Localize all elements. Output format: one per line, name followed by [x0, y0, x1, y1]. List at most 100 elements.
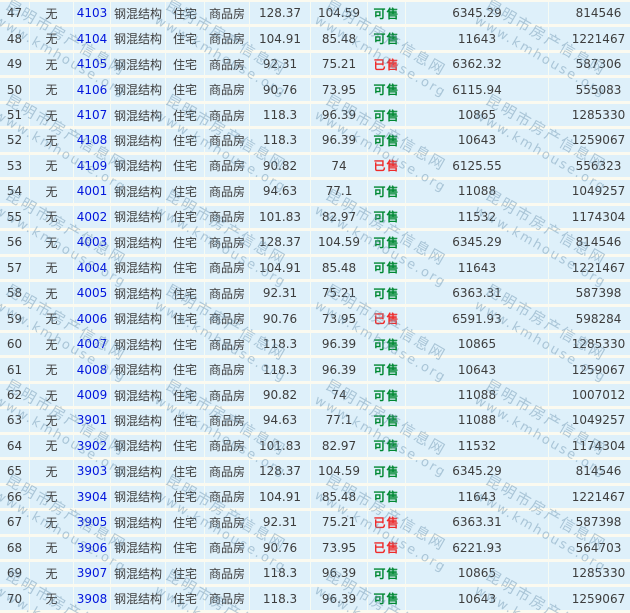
- orientation-cell: 无: [30, 485, 74, 509]
- structure-cell: 钢混结构: [111, 307, 166, 330]
- built-area-cell: 101.83: [250, 205, 311, 229]
- structure-cell: 钢混结构: [111, 205, 166, 229]
- row-number-cell: 59: [0, 307, 30, 330]
- type-cell: 商品房: [205, 332, 250, 356]
- room-number-link[interactable]: 4103: [74, 2, 111, 25]
- room-number-link[interactable]: 4004: [74, 256, 111, 279]
- table-row: 69 无 3907 钢混结构 住宅 商品房 118.3 96.39 可售 10865 1285330: [0, 561, 630, 588]
- room-number-link[interactable]: 4106: [74, 78, 111, 101]
- row-number-cell: 49: [0, 52, 30, 76]
- purpose-cell: 住宅: [166, 129, 205, 152]
- inner-area-cell: 75.21: [311, 281, 368, 305]
- table-row: 66 无 3904 钢混结构 住宅 商品房 104.91 85.48 可售 11643 122146…: [0, 485, 630, 512]
- table-row: 56 无 4003 钢混结构 住宅 商品房 128.37 104.59 可售 6345.29 814…: [0, 231, 630, 257]
- room-number-link[interactable]: 4006: [74, 307, 111, 330]
- unit-price-cell: 11643: [406, 27, 549, 50]
- room-number-link[interactable]: 3908: [74, 587, 111, 610]
- built-area-cell: 118.3: [250, 129, 311, 152]
- room-number-link[interactable]: 4108: [74, 129, 111, 152]
- type-cell: 商品房: [205, 129, 250, 152]
- row-number-cell: 54: [0, 180, 30, 203]
- purpose-cell: 住宅: [166, 307, 205, 330]
- total-price-cell: 814546: [575, 6, 622, 21]
- type-cell: 商品房: [205, 409, 250, 432]
- purpose-cell: 住宅: [166, 78, 205, 101]
- row-number-cell: 58: [0, 281, 30, 305]
- type-cell: 商品房: [205, 358, 250, 381]
- row-number-cell: 60: [0, 332, 30, 356]
- total-price-cell: 587398: [575, 286, 622, 301]
- type-cell: 商品房: [205, 205, 250, 229]
- total-price-cell: 814546: [575, 464, 622, 479]
- total-price-cell: 1221467: [571, 260, 626, 275]
- type-cell: 商品房: [205, 307, 250, 330]
- room-number-link[interactable]: 3906: [74, 536, 111, 559]
- row-number-cell: 67: [0, 511, 30, 534]
- room-number-link[interactable]: 4009: [74, 383, 111, 407]
- room-number-link[interactable]: 4107: [74, 103, 111, 127]
- room-number-link[interactable]: 4109: [74, 154, 111, 178]
- total-price-cell: 598284: [575, 311, 622, 326]
- orientation-cell: 无: [30, 358, 74, 381]
- total-price-cell: 1007012: [571, 388, 626, 403]
- unit-price-cell: 10643: [406, 358, 549, 381]
- room-number-link[interactable]: 4001: [74, 180, 111, 203]
- purpose-cell: 住宅: [166, 180, 205, 203]
- built-area-cell: 101.83: [250, 434, 311, 458]
- type-cell: 商品房: [205, 256, 250, 279]
- structure-cell: 钢混结构: [111, 52, 166, 76]
- room-number-link[interactable]: 4003: [74, 231, 111, 254]
- room-number-link[interactable]: 3907: [74, 561, 111, 585]
- built-area-cell: 92.31: [250, 52, 311, 76]
- total-price-cell: 1174304: [571, 209, 626, 224]
- total-price-cell: 564703: [575, 540, 622, 555]
- room-number-link[interactable]: 3903: [74, 460, 111, 483]
- room-number-link[interactable]: 4005: [74, 281, 111, 305]
- orientation-cell: 无: [30, 52, 74, 76]
- purpose-cell: 住宅: [166, 485, 205, 509]
- built-area-cell: 92.31: [250, 281, 311, 305]
- row-number-cell: 48: [0, 27, 30, 50]
- room-number-link[interactable]: 4008: [74, 358, 111, 381]
- table-row: 58 无 4005 钢混结构 住宅 商品房 92.31 75.21 可售 6363.31 58739…: [0, 281, 630, 308]
- inner-area-cell: 104.59: [311, 460, 368, 483]
- structure-cell: 钢混结构: [111, 103, 166, 127]
- status-badge: 可售: [368, 180, 406, 203]
- structure-cell: 钢混结构: [111, 358, 166, 381]
- orientation-cell: 无: [30, 154, 74, 178]
- row-number-cell: 52: [0, 129, 30, 152]
- row-number-cell: 55: [0, 205, 30, 229]
- room-number-link[interactable]: 3901: [74, 409, 111, 432]
- table-row: 54 无 4001 钢混结构 住宅 商品房 94.63 77.1 可售 11088 1049257: [0, 180, 630, 206]
- table-row: 59 无 4006 钢混结构 住宅 商品房 90.76 73.95 已售 6591.93 59828…: [0, 307, 630, 333]
- built-area-cell: 104.91: [250, 27, 311, 50]
- status-badge: 可售: [368, 78, 406, 101]
- unit-price-cell: 6115.94: [406, 78, 549, 101]
- table-row: 50 无 4106 钢混结构 住宅 商品房 90.76 73.95 可售 6115.94 55508…: [0, 78, 630, 104]
- room-number-link[interactable]: 4002: [74, 205, 111, 229]
- table-row: 64 无 3902 钢混结构 住宅 商品房 101.83 82.97 可售 11532 117430…: [0, 434, 630, 461]
- status-badge: 可售: [368, 256, 406, 279]
- room-number-link[interactable]: 4104: [74, 27, 111, 50]
- room-number-link[interactable]: 3904: [74, 485, 111, 509]
- type-cell: 商品房: [205, 511, 250, 534]
- status-badge: 可售: [368, 358, 406, 381]
- unit-price-cell: 11532: [406, 434, 549, 458]
- type-cell: 商品房: [205, 485, 250, 509]
- table-row: 61 无 4008 钢混结构 住宅 商品房 118.3 96.39 可售 10643 1259067: [0, 358, 630, 384]
- purpose-cell: 住宅: [166, 434, 205, 458]
- row-number-cell: 70: [0, 587, 30, 610]
- structure-cell: 钢混结构: [111, 2, 166, 25]
- structure-cell: 钢混结构: [111, 154, 166, 178]
- total-price-cell: 1259067: [571, 133, 626, 148]
- unit-price-cell: 10643: [406, 129, 549, 152]
- purpose-cell: 住宅: [166, 231, 205, 254]
- inner-area-cell: 73.95: [311, 307, 368, 330]
- room-number-link[interactable]: 4007: [74, 332, 111, 356]
- room-number-link[interactable]: 4105: [74, 52, 111, 76]
- room-number-link[interactable]: 3905: [74, 511, 111, 534]
- row-number-cell: 53: [0, 154, 30, 178]
- orientation-cell: 无: [30, 281, 74, 305]
- room-number-link[interactable]: 3902: [74, 434, 111, 458]
- purpose-cell: 住宅: [166, 281, 205, 305]
